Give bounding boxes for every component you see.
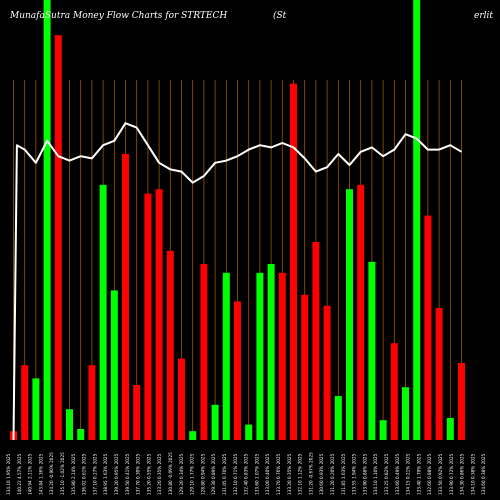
bar-red	[435, 308, 443, 440]
x-tick-labels: 134.10 1.95% 2025 140.22 4.57% 2025 140.94…	[6, 452, 486, 495]
x-tick-label: 129.30 0.89% 2025	[211, 453, 216, 495]
x-tick-label: 135.20 0.55% 2025	[146, 453, 151, 495]
bar-red	[424, 215, 432, 440]
x-tick-label: 139.20 0.95% 2025	[114, 453, 119, 495]
x-tick-label: 132.40 0.83% 2025	[244, 453, 249, 495]
bar-red	[312, 242, 320, 440]
bar-red	[166, 250, 174, 440]
bar-red	[200, 264, 208, 440]
x-tick-label: 130.60 0.93% 2025	[319, 453, 324, 495]
bar-green	[346, 189, 353, 440]
x-tick-label: 135.10 -1.02% 2025	[60, 452, 65, 495]
x-tick-label: 134.10 0.38% 2025	[470, 453, 475, 495]
x-tick-label: 129.20 0.34% 2025	[179, 453, 184, 495]
bar-green	[77, 429, 85, 440]
chart-title: MunafaSutra Money Flow Charts for STRTEC…	[9, 10, 493, 21]
bar-red	[301, 294, 309, 440]
x-tick-label: 129.10 1.77% 2025	[190, 453, 195, 495]
x-tick-label: 140.22 4.57% 2025	[17, 453, 22, 495]
bar-red	[357, 184, 365, 440]
bar-green	[413, 0, 421, 440]
bar-red	[21, 365, 29, 440]
x-tick-label: 133.20 0.35% 2025	[157, 453, 162, 495]
x-tick-label: 133.20 0.35% 2025	[287, 453, 292, 495]
bar-green	[43, 0, 51, 440]
x-tick-label: 131.20 0.20% 2025	[330, 453, 335, 495]
x-tick-label: 132.10 1.12% 2025	[298, 453, 303, 495]
x-tick-label: 133.60 1.07% 2025	[254, 453, 259, 495]
x-tick-label: 133.25 0.82% 2025	[384, 453, 389, 495]
bar-green	[379, 420, 387, 440]
bar-red	[323, 305, 331, 440]
x-tick-label: 139.50 0.41% 2025	[125, 453, 130, 495]
bar-red	[234, 301, 241, 440]
x-tick-label: 137.70 0.30% 2025	[136, 453, 141, 495]
bar-green	[256, 272, 264, 440]
x-tick-label: 132.10 0.71% 2025	[233, 453, 238, 495]
x-tick-label: 131.05 0.70% 2025	[222, 453, 227, 495]
bar-green	[368, 261, 376, 440]
bar-red	[122, 154, 129, 440]
x-tick-label: 133.55 1.94% 2025	[352, 453, 357, 495]
bar-green	[446, 418, 454, 440]
x-tick-label: 134.10 1.95% 2025	[6, 453, 11, 495]
bar-green	[99, 184, 107, 440]
bar-red	[458, 363, 465, 440]
x-tick-label: 134.20 -0.90% 2025	[49, 452, 54, 495]
x-tick-label: 143.84 1.36% 2025	[38, 453, 43, 495]
x-tick-label: 131.85 1.63% 2025	[341, 453, 346, 495]
x-tick-label: 134.10 1.10% 2025	[373, 453, 378, 495]
x-tick-label: 138.95 1.63% 2025	[103, 453, 108, 495]
x-tick-label: 133.90 0.88% 2025	[362, 453, 367, 495]
chart-title-company-cont: erlit	[474, 11, 493, 21]
x-tick-label: 131.20 -0.67% 2025	[308, 452, 313, 495]
x-tick-label: 133.90 0.72% 2025	[449, 453, 454, 495]
bar-red	[278, 272, 286, 440]
chart-title-company: (St	[273, 10, 287, 21]
x-tick-label: 134.15 0.21% 2025	[406, 453, 411, 495]
bar-green	[245, 424, 253, 440]
bar-green	[222, 272, 230, 440]
x-tick-label: 133.60 0.49% 2025	[395, 453, 400, 495]
bar-green	[402, 387, 409, 440]
x-tick-label: 128.80 0.94% 2025	[200, 453, 205, 495]
bar-red	[88, 365, 96, 440]
bar-red	[155, 189, 163, 440]
bar-red	[144, 193, 152, 440]
x-tick-label: 133.70 0.76% 2025	[276, 453, 281, 495]
x-tick-label: 137.10 0.27% 2025	[92, 453, 97, 495]
bar-red	[54, 35, 62, 440]
chart-title-main: MunafaSutra Money Flow Charts for STRTEC…	[9, 11, 227, 21]
money-flow-line	[12, 122, 463, 441]
x-tick-label: 136.02 0.61% 2025	[82, 453, 87, 495]
bar-green	[32, 378, 40, 440]
x-tick-label: 130.80 -0.09% 2025	[168, 452, 173, 495]
x-tick-label: 135.80 2.14% 2025	[71, 453, 76, 495]
bar-green	[267, 264, 275, 440]
x-tick-label: 133.40 1.79% 2025	[416, 453, 421, 495]
x-tick-label: 133.50 0.92% 2025	[438, 453, 443, 495]
x-tick-label: 134.60 0.38% 2025	[481, 453, 486, 495]
bar-red	[390, 343, 398, 440]
bar-green	[334, 396, 342, 440]
x-tick-label: 140.94 2.11% 2025	[28, 453, 33, 495]
bar-red	[133, 385, 141, 440]
bar-green	[189, 431, 197, 440]
bar-red	[290, 83, 297, 440]
bar-red	[178, 358, 185, 440]
money-flow-line-path	[12, 122, 463, 441]
bar-green	[110, 290, 118, 440]
bar-series	[10, 0, 465, 440]
x-tick-label: 134.30 0.86% 2025	[460, 453, 465, 495]
bar-green	[211, 404, 219, 440]
x-tick-label: 133.00 0.40% 2025	[265, 453, 270, 495]
bar-green	[66, 409, 73, 440]
x-tick-label: 132.60 0.88% 2025	[427, 453, 432, 495]
